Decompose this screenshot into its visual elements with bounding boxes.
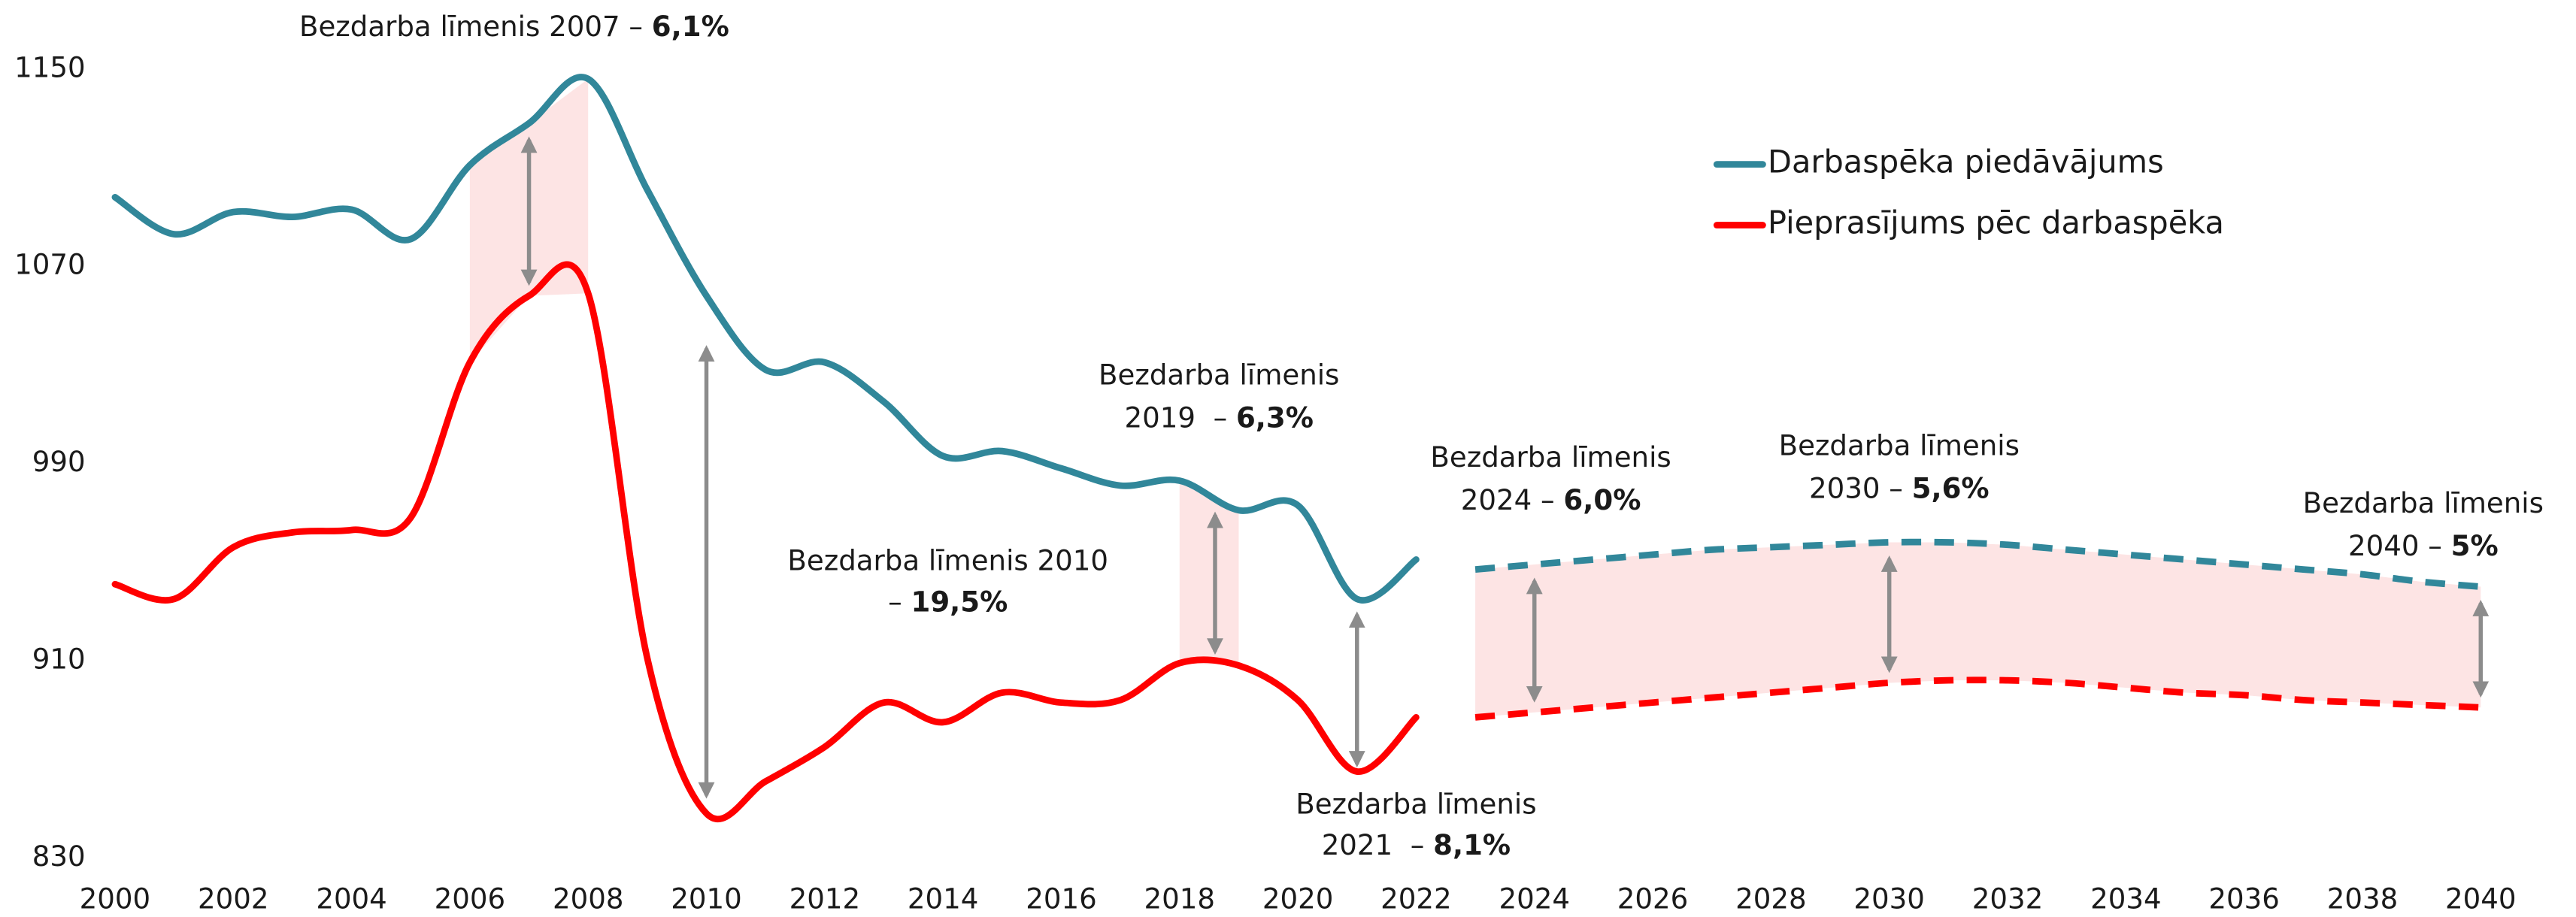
annotation-value: 8,1% (1433, 828, 1511, 861)
x-tick-label: 2032 (1972, 883, 2044, 915)
annotation-text: Bezdarba līmenis (1779, 429, 2020, 462)
annotation-text: – (888, 586, 911, 618)
gap-band (1475, 542, 2481, 718)
x-tick-label: 2018 (1144, 883, 1216, 915)
x-tick-label: 2008 (553, 883, 624, 915)
annotation-value: 19,5% (911, 586, 1008, 618)
x-tick-label: 2028 (1735, 883, 1807, 915)
annotation: Bezdarba līmenis (1779, 429, 2020, 462)
annotation-text: Bezdarba līmenis (1430, 440, 1671, 473)
x-tick-label: 2004 (316, 883, 387, 915)
annotation-value: 6,0% (1563, 483, 1641, 516)
annotation-text: Bezdarba līmenis 2010 (787, 544, 1108, 577)
annotation-text: Bezdarba līmenis (1296, 788, 1536, 820)
annotation: Bezdarba līmenis (1099, 359, 1339, 391)
x-tick-label: 2022 (1380, 883, 1452, 915)
x-tick-label: 2036 (2208, 883, 2280, 915)
annotation: 2024 – 6,0% (1461, 483, 1641, 516)
x-tick-label: 2014 (908, 883, 979, 915)
annotation: 2030 – 5,6% (1809, 472, 1990, 504)
annotation: 2040 – 5% (2348, 530, 2499, 562)
y-tick-label: 1150 (14, 51, 86, 83)
annotation: – 19,5% (888, 586, 1008, 618)
y-tick-label: 910 (32, 643, 86, 675)
annotation-text: Bezdarba līmenis (2303, 487, 2544, 519)
annotation: Bezdarba līmenis 2010 (787, 544, 1108, 577)
annotation-text: 2030 – (1809, 472, 1912, 504)
annotation: Bezdarba līmenis 2007 – 6,1% (299, 11, 729, 43)
x-tick-label: 2010 (671, 883, 742, 915)
x-tick-label: 2016 (1026, 883, 1097, 915)
annotation-value: 5,6% (1912, 472, 1990, 504)
annotation-text: 2019 – (1125, 401, 1236, 434)
x-tick-label: 2038 (2327, 883, 2399, 915)
series-line (1474, 538, 2481, 590)
annotation-text: Bezdarba līmenis (1099, 359, 1339, 391)
x-tick-label: 2006 (435, 883, 506, 915)
series-line (111, 74, 1420, 604)
annotation-text: 2021 – (1322, 828, 1433, 861)
legend-label: Darbaspēka piedāvājums (1768, 144, 2164, 180)
x-tick-label: 2024 (1499, 883, 1570, 915)
annotation-value: 5% (2451, 530, 2499, 562)
x-tick-label: 2040 (2445, 883, 2517, 915)
x-tick-label: 2026 (1617, 883, 1689, 915)
x-tick-label: 2012 (789, 883, 861, 915)
x-tick-label: 2020 (1262, 883, 1334, 915)
annotation-text: 2024 – (1461, 483, 1564, 516)
series-line (1474, 676, 2481, 721)
annotation: 2021 – 8,1% (1322, 828, 1511, 861)
bands (469, 78, 2481, 718)
y-tick-label: 830 (32, 840, 86, 873)
y-tick-label: 1070 (14, 249, 86, 281)
annotation-text: Bezdarba līmenis 2007 – (299, 11, 652, 43)
x-tick-label: 2034 (2090, 883, 2162, 915)
series-line (111, 261, 1420, 822)
x-tick-label: 2002 (198, 883, 269, 915)
legend-label: Pieprasījums pēc darbaspēka (1768, 204, 2224, 241)
annotation: Bezdarba līmenis (2303, 487, 2544, 519)
annotation-value: 6,3% (1236, 401, 1314, 434)
x-tick-label: 2000 (80, 883, 151, 915)
annotation-value: 6,1% (652, 11, 729, 43)
annotation: Bezdarba līmenis (1430, 440, 1671, 473)
annotation: Bezdarba līmenis (1296, 788, 1536, 820)
annotation-text: 2040 – (2348, 530, 2451, 562)
y-tick-label: 990 (32, 446, 86, 478)
annotation: 2019 – 6,3% (1125, 401, 1314, 434)
x-tick-label: 2030 (1853, 883, 1925, 915)
